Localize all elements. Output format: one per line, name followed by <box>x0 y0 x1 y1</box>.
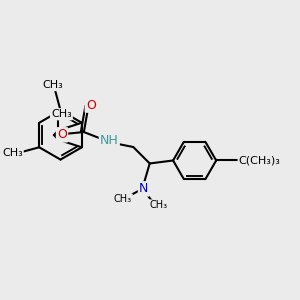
Text: C(CH₃)₃: C(CH₃)₃ <box>239 155 280 166</box>
Text: O: O <box>57 128 67 141</box>
Text: CH₃: CH₃ <box>51 109 72 119</box>
Text: O: O <box>86 99 96 112</box>
Text: CH₃: CH₃ <box>150 200 168 210</box>
Text: N: N <box>139 182 148 195</box>
Text: CH₃: CH₃ <box>2 148 23 158</box>
Text: CH₃: CH₃ <box>114 194 132 204</box>
Text: NH: NH <box>100 134 119 147</box>
Text: CH₃: CH₃ <box>43 80 63 90</box>
